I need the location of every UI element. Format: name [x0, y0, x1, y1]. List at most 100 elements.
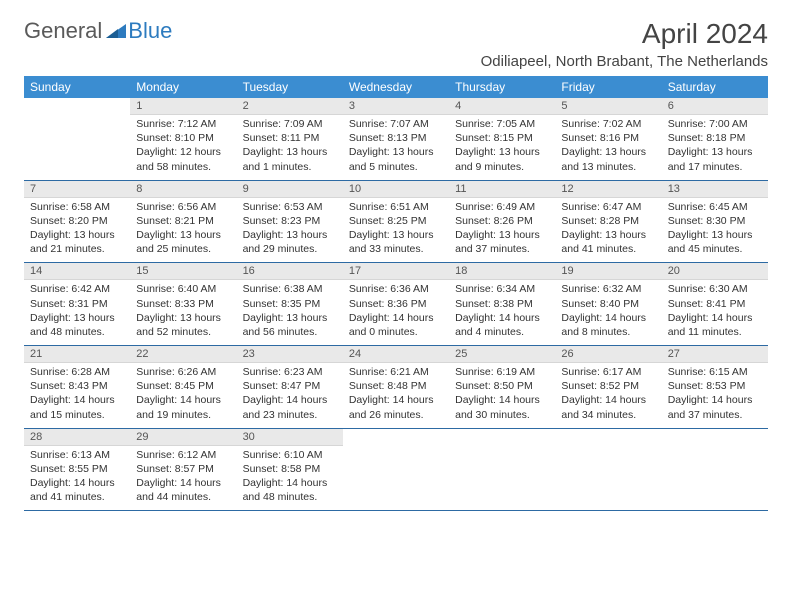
sunrise-text: Sunrise: 7:07 AM [349, 117, 443, 131]
daylight-text: Daylight: 13 hours and 33 minutes. [349, 228, 443, 256]
sunset-text: Sunset: 8:43 PM [30, 379, 124, 393]
day-body [24, 102, 130, 160]
sunrise-text: Sunrise: 6:53 AM [243, 200, 337, 214]
sunset-text: Sunset: 8:38 PM [455, 297, 549, 311]
day-body: Sunrise: 6:40 AMSunset: 8:33 PMDaylight:… [130, 280, 236, 345]
daylight-text: Daylight: 13 hours and 41 minutes. [561, 228, 655, 256]
day-number: 13 [662, 181, 768, 198]
sunrise-text: Sunrise: 6:34 AM [455, 282, 549, 296]
day-body: Sunrise: 7:00 AMSunset: 8:18 PMDaylight:… [662, 115, 768, 180]
calendar-day-cell: 30Sunrise: 6:10 AMSunset: 8:58 PMDayligh… [237, 428, 343, 511]
day-number: 14 [24, 263, 130, 280]
day-body: Sunrise: 6:49 AMSunset: 8:26 PMDaylight:… [449, 198, 555, 263]
day-body: Sunrise: 6:36 AMSunset: 8:36 PMDaylight:… [343, 280, 449, 345]
day-number: 26 [555, 346, 661, 363]
calendar-day-cell: 26Sunrise: 6:17 AMSunset: 8:52 PMDayligh… [555, 346, 661, 429]
day-number: 5 [555, 98, 661, 115]
sunset-text: Sunset: 8:50 PM [455, 379, 549, 393]
daylight-text: Daylight: 14 hours and 8 minutes. [561, 311, 655, 339]
sunset-text: Sunset: 8:33 PM [136, 297, 230, 311]
sunset-text: Sunset: 8:18 PM [668, 131, 762, 145]
day-number: 6 [662, 98, 768, 115]
day-number: 16 [237, 263, 343, 280]
sunrise-text: Sunrise: 6:49 AM [455, 200, 549, 214]
sunset-text: Sunset: 8:36 PM [349, 297, 443, 311]
day-number: 29 [130, 429, 236, 446]
calendar-day-cell: 13Sunrise: 6:45 AMSunset: 8:30 PMDayligh… [662, 180, 768, 263]
day-body [555, 433, 661, 491]
calendar-day-cell [662, 428, 768, 511]
daylight-text: Daylight: 13 hours and 9 minutes. [455, 145, 549, 173]
day-body: Sunrise: 6:30 AMSunset: 8:41 PMDaylight:… [662, 280, 768, 345]
sunset-text: Sunset: 8:16 PM [561, 131, 655, 145]
sunrise-text: Sunrise: 6:45 AM [668, 200, 762, 214]
weekday-header: Friday [555, 76, 661, 98]
sunrise-text: Sunrise: 6:21 AM [349, 365, 443, 379]
calendar-day-cell: 4Sunrise: 7:05 AMSunset: 8:15 PMDaylight… [449, 98, 555, 180]
sunset-text: Sunset: 8:15 PM [455, 131, 549, 145]
daylight-text: Daylight: 14 hours and 48 minutes. [243, 476, 337, 504]
brand-word-1: General [24, 18, 102, 44]
calendar-day-cell: 15Sunrise: 6:40 AMSunset: 8:33 PMDayligh… [130, 263, 236, 346]
sunrise-text: Sunrise: 6:17 AM [561, 365, 655, 379]
daylight-text: Daylight: 14 hours and 44 minutes. [136, 476, 230, 504]
calendar-day-cell: 11Sunrise: 6:49 AMSunset: 8:26 PMDayligh… [449, 180, 555, 263]
brand-word-2: Blue [128, 18, 172, 44]
day-body: Sunrise: 6:28 AMSunset: 8:43 PMDaylight:… [24, 363, 130, 428]
calendar-day-cell: 7Sunrise: 6:58 AMSunset: 8:20 PMDaylight… [24, 180, 130, 263]
calendar-day-cell [24, 98, 130, 180]
sunrise-text: Sunrise: 6:32 AM [561, 282, 655, 296]
calendar-week-row: 14Sunrise: 6:42 AMSunset: 8:31 PMDayligh… [24, 263, 768, 346]
day-number: 3 [343, 98, 449, 115]
daylight-text: Daylight: 13 hours and 29 minutes. [243, 228, 337, 256]
sunrise-text: Sunrise: 6:30 AM [668, 282, 762, 296]
daylight-text: Daylight: 14 hours and 11 minutes. [668, 311, 762, 339]
calendar-day-cell: 16Sunrise: 6:38 AMSunset: 8:35 PMDayligh… [237, 263, 343, 346]
day-body: Sunrise: 6:53 AMSunset: 8:23 PMDaylight:… [237, 198, 343, 263]
day-body: Sunrise: 6:51 AMSunset: 8:25 PMDaylight:… [343, 198, 449, 263]
day-body: Sunrise: 7:09 AMSunset: 8:11 PMDaylight:… [237, 115, 343, 180]
day-number: 18 [449, 263, 555, 280]
day-number: 1 [130, 98, 236, 115]
day-number: 22 [130, 346, 236, 363]
day-body: Sunrise: 6:21 AMSunset: 8:48 PMDaylight:… [343, 363, 449, 428]
day-number: 30 [237, 429, 343, 446]
sunrise-text: Sunrise: 7:12 AM [136, 117, 230, 131]
brand-triangle-icon [106, 20, 126, 43]
daylight-text: Daylight: 14 hours and 30 minutes. [455, 393, 549, 421]
day-body: Sunrise: 6:58 AMSunset: 8:20 PMDaylight:… [24, 198, 130, 263]
weekday-header: Sunday [24, 76, 130, 98]
day-number: 12 [555, 181, 661, 198]
calendar-day-cell: 21Sunrise: 6:28 AMSunset: 8:43 PMDayligh… [24, 346, 130, 429]
day-number: 17 [343, 263, 449, 280]
daylight-text: Daylight: 14 hours and 15 minutes. [30, 393, 124, 421]
day-number: 4 [449, 98, 555, 115]
daylight-text: Daylight: 13 hours and 1 minutes. [243, 145, 337, 173]
sunset-text: Sunset: 8:11 PM [243, 131, 337, 145]
calendar-day-cell: 6Sunrise: 7:00 AMSunset: 8:18 PMDaylight… [662, 98, 768, 180]
daylight-text: Daylight: 14 hours and 0 minutes. [349, 311, 443, 339]
sunset-text: Sunset: 8:23 PM [243, 214, 337, 228]
sunset-text: Sunset: 8:40 PM [561, 297, 655, 311]
weekday-header: Saturday [662, 76, 768, 98]
sunrise-text: Sunrise: 6:10 AM [243, 448, 337, 462]
sunrise-text: Sunrise: 7:09 AM [243, 117, 337, 131]
calendar-day-cell: 19Sunrise: 6:32 AMSunset: 8:40 PMDayligh… [555, 263, 661, 346]
sunrise-text: Sunrise: 6:19 AM [455, 365, 549, 379]
day-number: 11 [449, 181, 555, 198]
sunrise-text: Sunrise: 6:38 AM [243, 282, 337, 296]
weekday-header: Tuesday [237, 76, 343, 98]
daylight-text: Daylight: 13 hours and 52 minutes. [136, 311, 230, 339]
calendar-day-cell: 29Sunrise: 6:12 AMSunset: 8:57 PMDayligh… [130, 428, 236, 511]
brand-logo: General Blue [24, 18, 172, 44]
day-body: Sunrise: 6:56 AMSunset: 8:21 PMDaylight:… [130, 198, 236, 263]
day-number: 15 [130, 263, 236, 280]
day-number: 7 [24, 181, 130, 198]
daylight-text: Daylight: 13 hours and 45 minutes. [668, 228, 762, 256]
day-number: 27 [662, 346, 768, 363]
sunset-text: Sunset: 8:53 PM [668, 379, 762, 393]
sunset-text: Sunset: 8:20 PM [30, 214, 124, 228]
day-number: 23 [237, 346, 343, 363]
header: General Blue April 2024 Odiliapeel, Nort… [24, 18, 768, 70]
day-body [662, 433, 768, 491]
